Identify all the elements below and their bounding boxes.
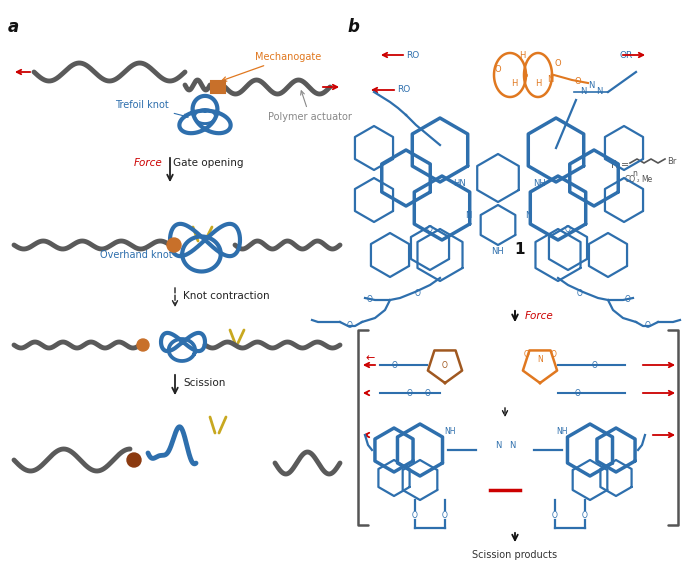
Text: Overhand knot: Overhand knot bbox=[100, 250, 184, 260]
Text: O: O bbox=[582, 511, 588, 520]
Text: O: O bbox=[565, 225, 571, 234]
Text: ₂: ₂ bbox=[637, 178, 640, 183]
Text: Polymer actuator: Polymer actuator bbox=[268, 91, 352, 122]
Text: N: N bbox=[596, 88, 602, 97]
Text: NH: NH bbox=[556, 428, 568, 437]
Text: H: H bbox=[511, 79, 517, 88]
Text: O: O bbox=[347, 321, 353, 330]
Text: H: H bbox=[519, 51, 525, 60]
Text: NH: NH bbox=[534, 179, 547, 188]
Text: O: O bbox=[442, 511, 448, 520]
Text: NH: NH bbox=[445, 428, 456, 437]
Text: RO: RO bbox=[397, 85, 410, 94]
Text: O: O bbox=[575, 76, 582, 85]
Text: H: H bbox=[535, 79, 541, 88]
Text: Force: Force bbox=[134, 158, 162, 168]
Text: Scission: Scission bbox=[183, 378, 225, 388]
Text: Knot contraction: Knot contraction bbox=[183, 291, 270, 301]
Text: O: O bbox=[551, 350, 556, 359]
Text: R =: R = bbox=[611, 160, 629, 170]
Text: O: O bbox=[412, 511, 418, 520]
Text: N: N bbox=[588, 81, 594, 90]
Text: N: N bbox=[537, 355, 543, 364]
Circle shape bbox=[137, 339, 149, 351]
Text: n: n bbox=[632, 169, 638, 178]
Text: Mechanogate: Mechanogate bbox=[222, 52, 321, 81]
Text: Me: Me bbox=[641, 175, 652, 184]
Text: Force: Force bbox=[525, 311, 553, 321]
Text: O: O bbox=[575, 388, 581, 397]
Text: HN: HN bbox=[453, 179, 466, 188]
Text: a: a bbox=[8, 18, 19, 36]
Text: O: O bbox=[555, 58, 561, 67]
Text: O: O bbox=[577, 289, 583, 298]
Text: O: O bbox=[425, 388, 431, 397]
Text: N: N bbox=[547, 75, 553, 84]
Text: N: N bbox=[525, 211, 531, 220]
Text: O: O bbox=[442, 360, 448, 369]
Circle shape bbox=[167, 238, 181, 252]
Text: CO: CO bbox=[625, 175, 636, 184]
Text: Br: Br bbox=[667, 156, 676, 165]
Text: O: O bbox=[592, 360, 598, 369]
Text: O: O bbox=[523, 350, 530, 359]
Text: ←: ← bbox=[365, 353, 375, 363]
Text: O: O bbox=[427, 225, 433, 234]
Text: OR: OR bbox=[620, 51, 633, 60]
Bar bbox=[211, 81, 225, 93]
Text: N: N bbox=[495, 441, 501, 450]
Text: O: O bbox=[392, 360, 398, 369]
Circle shape bbox=[127, 453, 141, 467]
Text: O: O bbox=[625, 296, 631, 305]
Text: N: N bbox=[465, 211, 471, 220]
Text: N: N bbox=[580, 88, 586, 97]
Text: Scission products: Scission products bbox=[473, 550, 558, 560]
Text: Trefoil knot: Trefoil knot bbox=[115, 100, 188, 118]
Text: O: O bbox=[367, 296, 373, 305]
Text: O: O bbox=[407, 388, 413, 397]
Text: b: b bbox=[347, 18, 359, 36]
Text: O: O bbox=[495, 66, 501, 75]
Text: RO: RO bbox=[406, 51, 419, 60]
Text: Gate opening: Gate opening bbox=[173, 158, 243, 168]
Text: N: N bbox=[509, 441, 515, 450]
Text: NH: NH bbox=[492, 247, 504, 256]
Text: O: O bbox=[645, 321, 651, 330]
Text: O: O bbox=[415, 289, 421, 298]
Text: 1: 1 bbox=[514, 242, 525, 257]
Text: O: O bbox=[552, 511, 558, 520]
